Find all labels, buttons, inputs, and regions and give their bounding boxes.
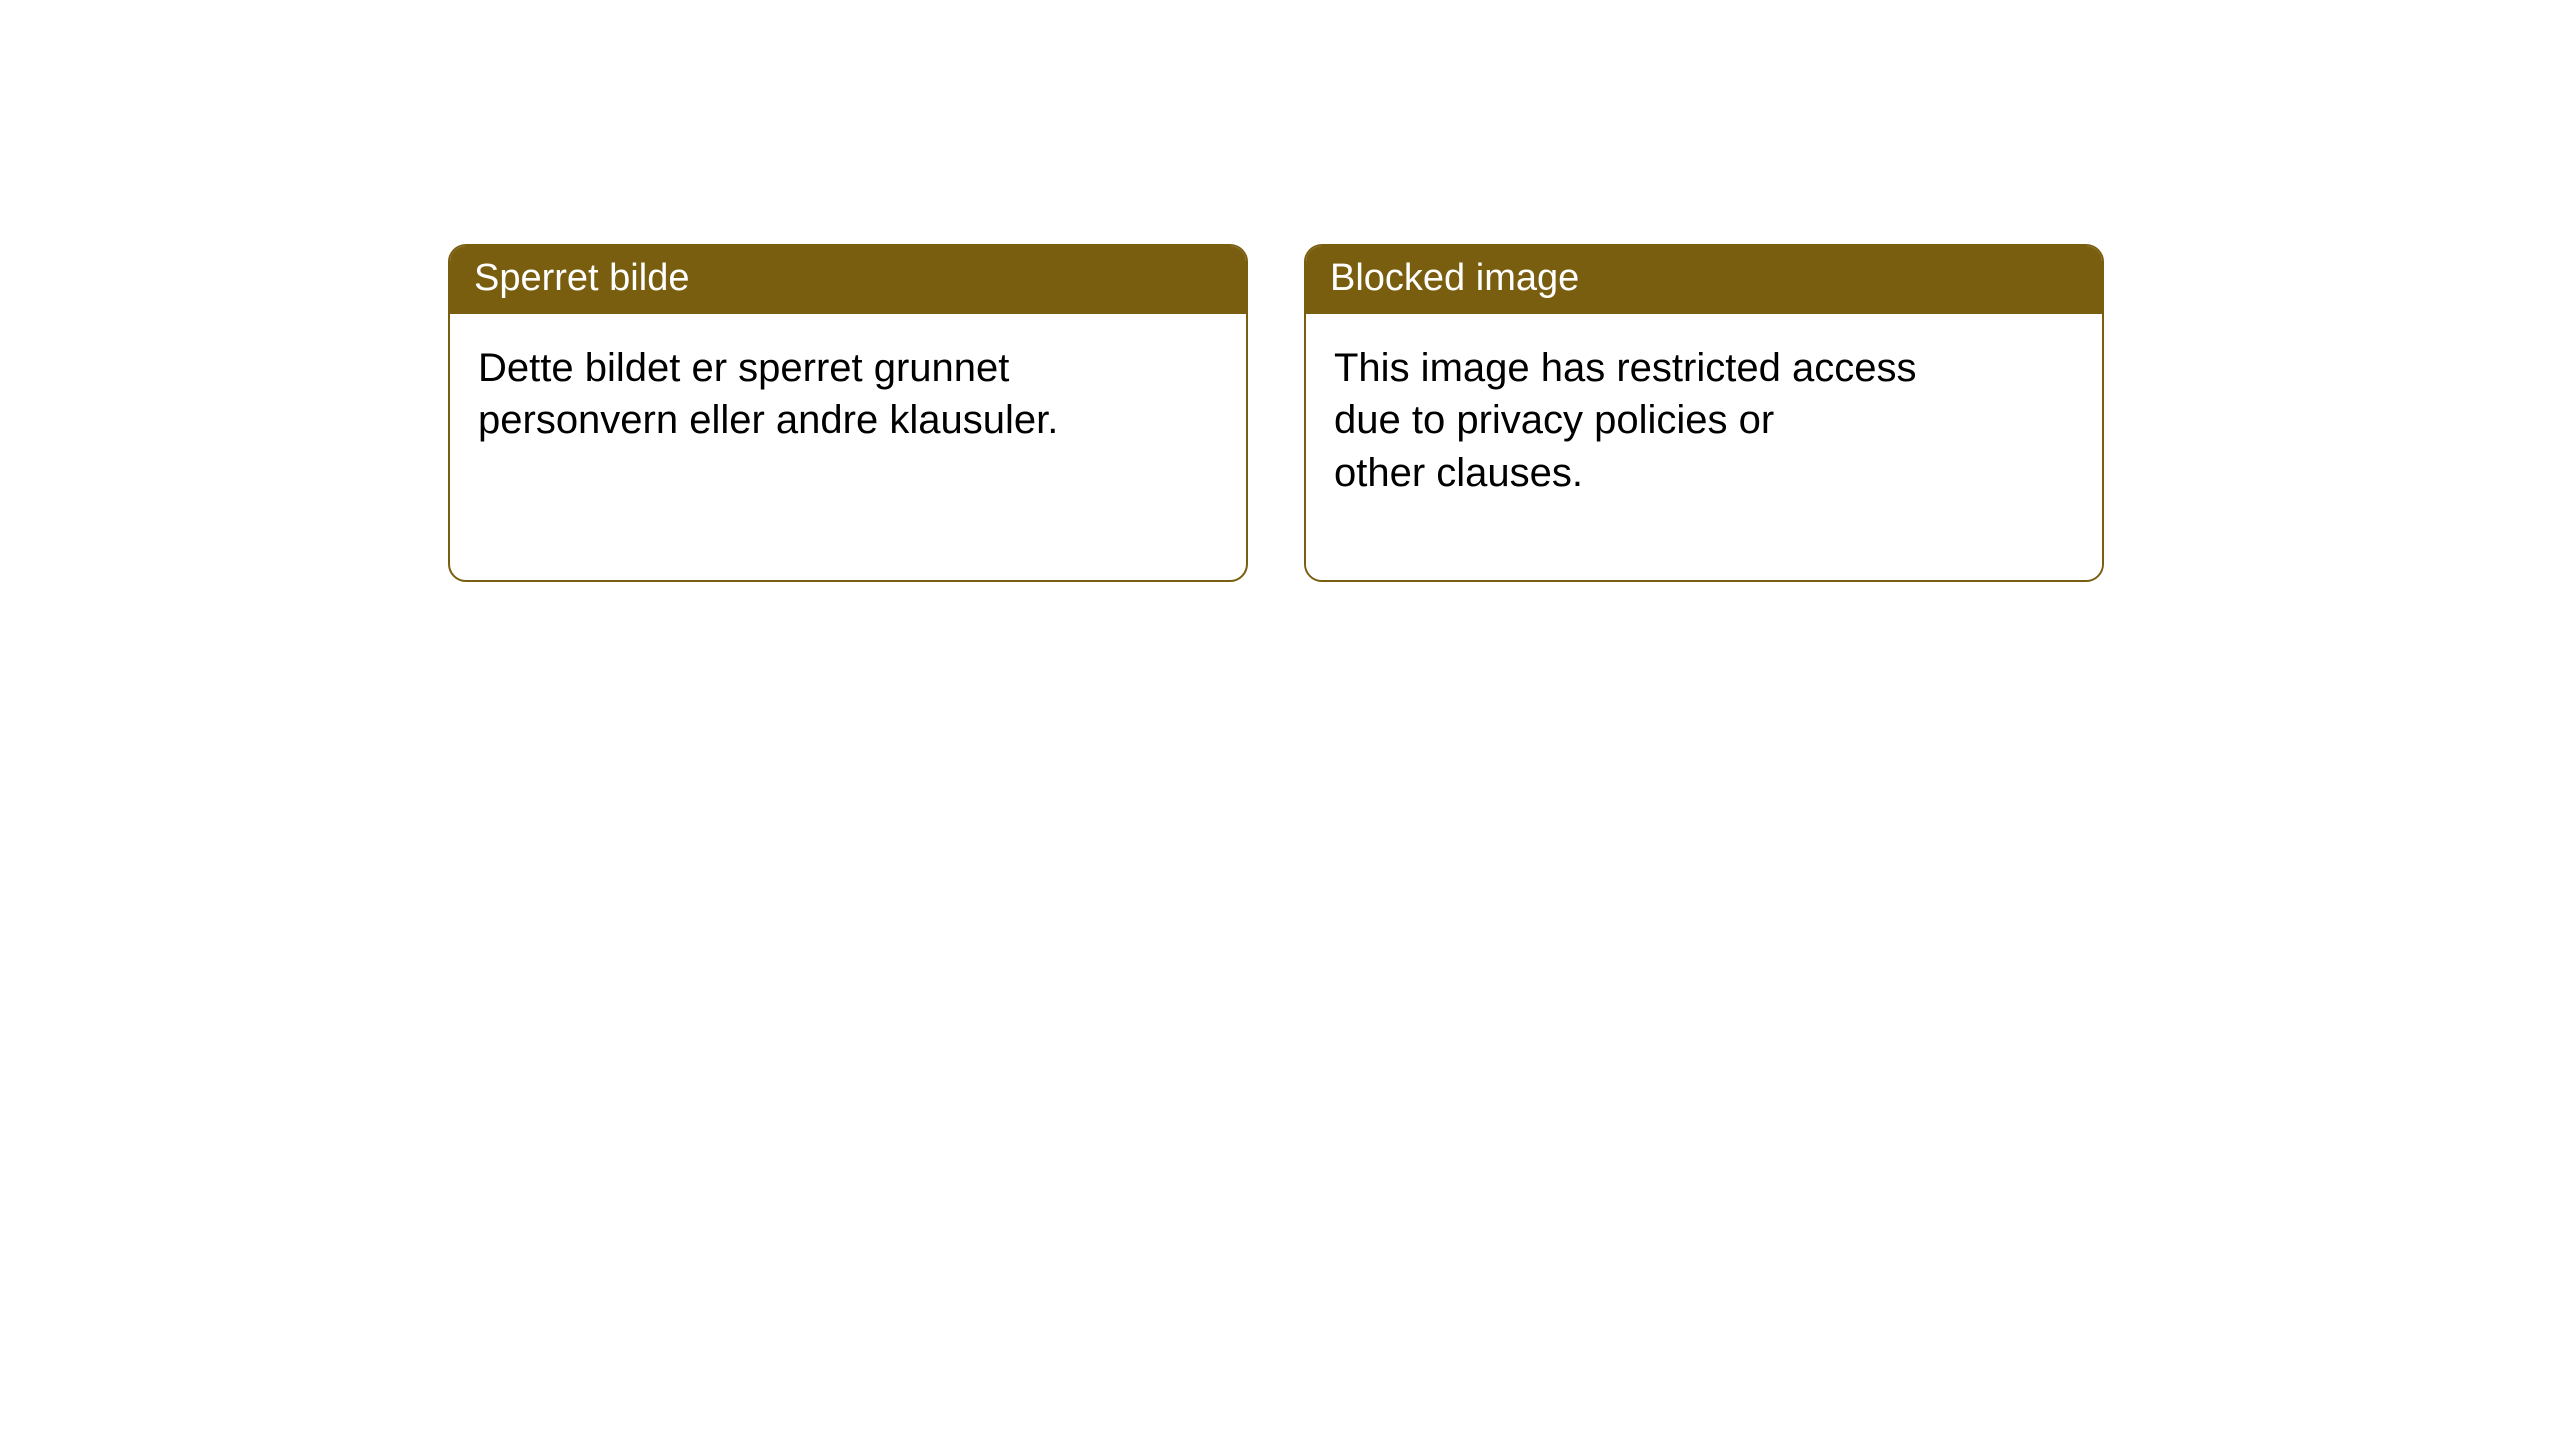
card-header-en: Blocked image [1306,246,2102,314]
blocked-image-card-no: Sperret bilde Dette bildet er sperret gr… [448,244,1248,582]
notice-container: Sperret bilde Dette bildet er sperret gr… [0,0,2560,582]
card-header-no: Sperret bilde [450,246,1246,314]
card-body-en: This image has restricted access due to … [1306,314,2102,580]
blocked-image-card-en: Blocked image This image has restricted … [1304,244,2104,582]
card-body-no: Dette bildet er sperret grunnet personve… [450,314,1246,528]
